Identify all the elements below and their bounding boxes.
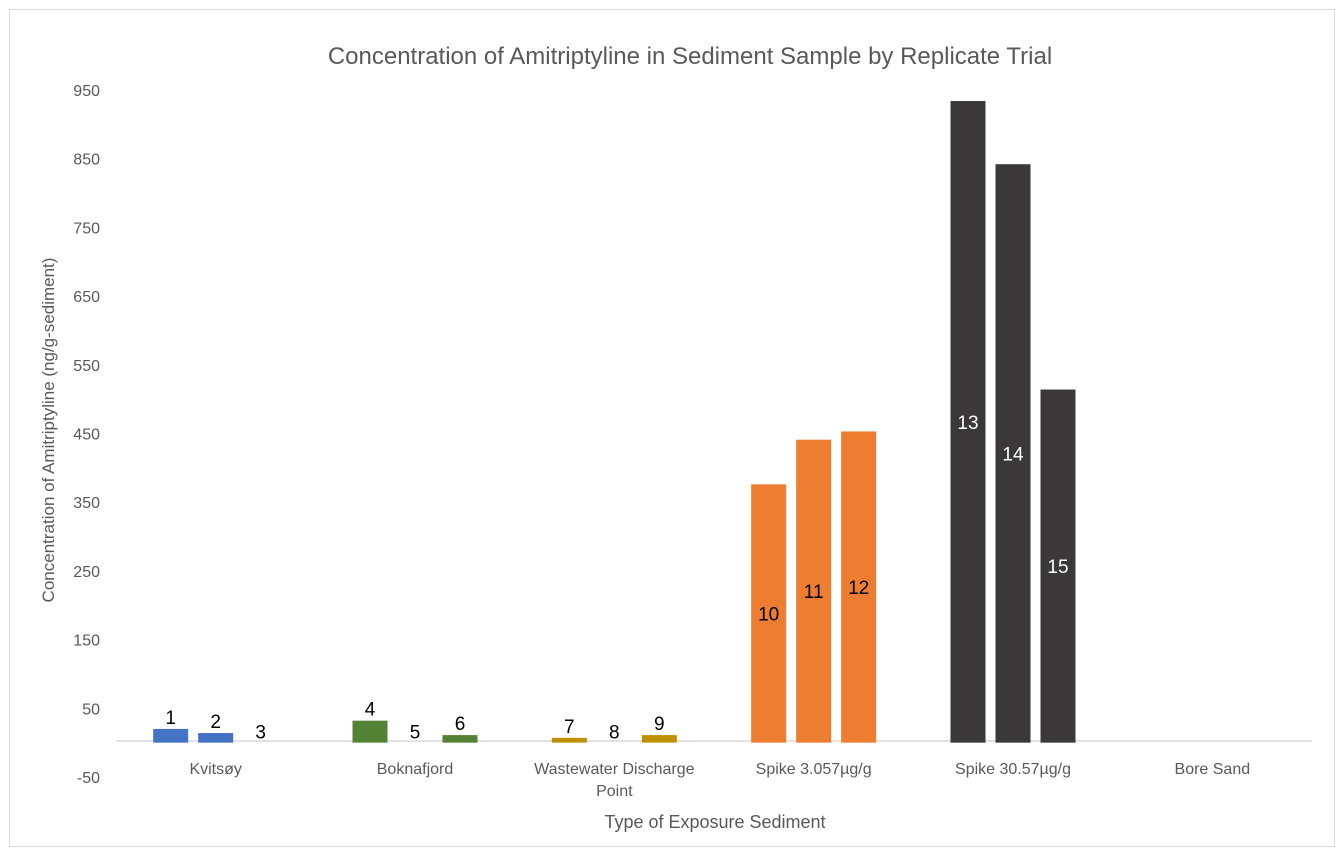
bar xyxy=(153,728,189,743)
x-ticks: Kvitsøy Boknafjord Wastewater Discharge Poi… xyxy=(189,761,1250,800)
bar xyxy=(551,737,587,743)
x-tick-label: Bore Sand xyxy=(1175,761,1251,778)
bar xyxy=(198,733,234,743)
x-axis-label: Type of Exposure Sediment xyxy=(604,812,825,832)
y-tick-label: -50 xyxy=(77,770,100,787)
bar-data-label: 1 xyxy=(165,708,176,729)
bar-data-label: 5 xyxy=(410,723,421,744)
x-tick-label: Boknafjord xyxy=(377,761,454,778)
bar xyxy=(352,720,388,743)
bar-data-label: 3 xyxy=(255,723,266,744)
y-tick-label: 450 xyxy=(73,427,100,444)
y-tick-label: 50 xyxy=(82,701,100,718)
bar-data-label: 14 xyxy=(1002,444,1024,465)
x-tick-label: Wastewater Discharge xyxy=(534,761,694,778)
y-tick-label: 750 xyxy=(73,220,100,237)
bar-data-label: 12 xyxy=(848,578,869,599)
bar-data-label: 2 xyxy=(210,712,221,733)
bar xyxy=(751,484,787,743)
y-tick-label: 250 xyxy=(73,564,100,581)
bar-data-label: 4 xyxy=(365,700,376,721)
y-ticks: 950 850 750 650 550 450 350 250 150 50 -50 xyxy=(73,83,100,787)
y-tick-label: 850 xyxy=(73,152,100,169)
x-tick-label: Point xyxy=(596,783,633,800)
bar xyxy=(1040,389,1076,743)
bar xyxy=(442,735,478,743)
bar xyxy=(841,431,877,743)
x-tick-label: Spike 30.57µg/g xyxy=(955,761,1071,778)
x-tick-label: Kvitsøy xyxy=(189,761,241,778)
chart-frame xyxy=(9,9,1335,847)
x-tick-label: Spike 3.057µg/g xyxy=(756,761,872,778)
bar-data-label: 10 xyxy=(758,604,779,625)
y-tick-label: 550 xyxy=(73,358,100,375)
y-tick-label: 350 xyxy=(73,495,100,512)
bar-data-label: 11 xyxy=(804,582,824,603)
bar-data-label: 7 xyxy=(564,717,575,738)
bars xyxy=(153,100,1076,743)
bar-data-label: 8 xyxy=(609,723,620,744)
bar xyxy=(641,735,677,743)
bar xyxy=(950,100,986,743)
y-tick-label: 950 xyxy=(73,83,100,100)
bar-data-label: 9 xyxy=(654,714,665,735)
bar-data-label: 15 xyxy=(1047,557,1068,578)
y-axis-label: Concentration of Amitriptyline (ng/g-sed… xyxy=(39,258,58,603)
bar-data-label: 13 xyxy=(957,413,978,434)
bar xyxy=(796,439,832,743)
y-tick-label: 650 xyxy=(73,289,100,306)
y-tick-label: 150 xyxy=(73,633,100,650)
bar xyxy=(995,164,1031,743)
bar-data-label: 6 xyxy=(455,714,466,735)
chart-title: Concentration of Amitriptyline in Sedime… xyxy=(328,43,1052,70)
